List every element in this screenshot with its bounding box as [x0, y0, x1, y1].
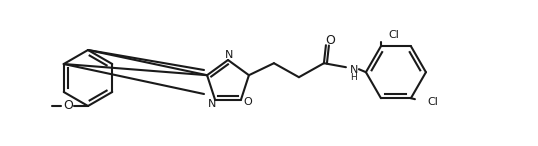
Text: N: N — [208, 99, 216, 109]
Text: H: H — [351, 73, 357, 82]
Text: O: O — [244, 97, 252, 107]
Text: O: O — [63, 99, 73, 112]
Text: N: N — [225, 50, 233, 60]
Text: Cl: Cl — [427, 97, 438, 107]
Text: Cl: Cl — [388, 30, 399, 40]
Text: N: N — [350, 65, 358, 75]
Text: O: O — [325, 34, 335, 47]
